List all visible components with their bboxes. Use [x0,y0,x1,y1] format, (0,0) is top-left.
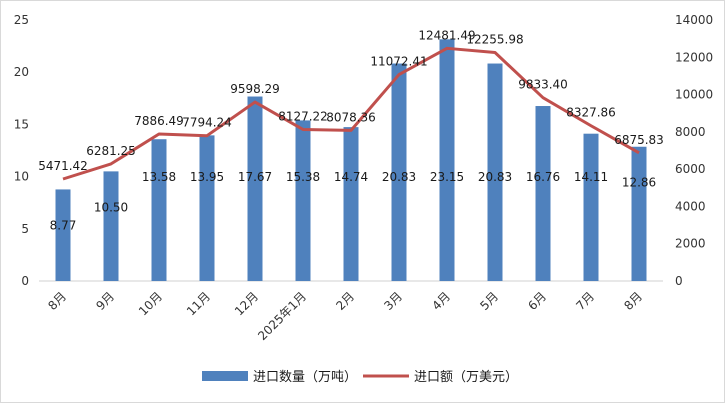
line-data-label: 5471.42 [38,159,88,173]
bar-data-label: 13.95 [190,170,224,184]
line-data-label: 7794.24 [182,116,232,130]
bar-data-label: 20.83 [478,170,512,184]
legend-line-label: 进口额（万美元） [414,370,518,385]
line-data-label: 8078.36 [326,110,376,124]
y-left-tick-label: 0 [21,274,29,288]
bar [439,39,455,282]
line-data-label: 6281.25 [86,144,136,158]
legend-bar-label: 进口数量（万吨） [253,370,357,385]
bar-data-label: 14.74 [334,170,368,184]
axes: 0 5 10 15 20 25 0 2000 4000 6000 8000 10000 12000 140… [14,13,713,288]
bar [247,96,263,281]
y-left-tick-label: 25 [14,13,29,27]
y-right-tick-label: 8000 [675,125,706,139]
bar-data-label: 17.67 [238,170,272,184]
bar-data-label: 12.86 [622,176,656,190]
line-data-label: 9833.40 [518,78,568,92]
y-left-tick-label: 15 [14,117,29,131]
x-tick-label: 2月 [333,289,357,313]
bar-data-label: 8.77 [50,218,77,232]
legend-bar-swatch [202,371,248,381]
y-right-tick-label: 0 [675,274,683,288]
line-path [62,46,640,181]
y-right-tick-label: 14000 [675,13,713,27]
bar [55,189,71,281]
x-tick-label: 2025年1月 [255,289,309,343]
y-right-tick-label: 6000 [675,162,706,176]
bar [103,171,119,281]
bar-data-label: 14.11 [574,170,608,184]
line-data-label: 12255.98 [466,33,523,47]
x-tick-label: 5月 [477,289,501,313]
x-tick-label: 12月 [232,289,261,318]
y-right-tick-label: 4000 [675,199,706,213]
x-tick-label: 4月 [429,289,453,313]
bar-data-label: 13.58 [142,170,176,184]
bar [583,133,599,281]
x-tick-label: 8月 [621,289,645,313]
y-right-tick-label: 12000 [675,50,713,64]
bar [631,146,647,281]
x-tick-label: 6月 [525,289,549,313]
y-left-tick-label: 20 [14,65,29,79]
line-data-label: 12481.49 [418,28,475,42]
x-tick-label: 3月 [381,289,405,313]
line-series [62,46,640,181]
bar-series [55,39,647,282]
line-data-label: 11072.41 [370,55,427,69]
bar-data-label: 16.76 [526,170,560,184]
line-data-label: 8327.86 [566,106,616,120]
bar [535,106,551,281]
line-data-label: 6875.83 [614,133,664,147]
y-right-tick-label: 10000 [675,88,713,102]
legend: 进口数量（万吨） 进口额（万美元） [202,370,518,385]
bar-data-label: 20.83 [382,170,416,184]
x-tick-label: 11月 [184,289,213,318]
x-tick-label: 7月 [573,289,597,313]
y-right-tick-label: 2000 [675,237,706,251]
bar [343,127,359,281]
y-left-tick-label: 10 [14,170,29,184]
bar-data-labels: 8.77 10.50 13.58 13.95 17.67 15.38 14.74 20.83 2… [50,170,657,232]
line-data-label: 8127.22 [278,109,328,123]
x-tick-label: 10月 [136,289,165,318]
bar-data-label: 23.15 [430,170,464,184]
bar [295,120,311,281]
x-tick-label: 8月 [45,289,69,313]
bar-data-label: 10.50 [94,200,128,214]
y-left-tick-label: 5 [21,222,29,236]
bar [199,135,215,281]
line-data-label: 7886.49 [134,114,184,128]
line-data-label: 9598.29 [230,82,280,96]
bar [487,63,503,281]
bar [151,139,167,281]
bar [391,63,407,281]
x-tick-label: 9月 [93,289,117,313]
bar-data-label: 15.38 [286,170,320,184]
